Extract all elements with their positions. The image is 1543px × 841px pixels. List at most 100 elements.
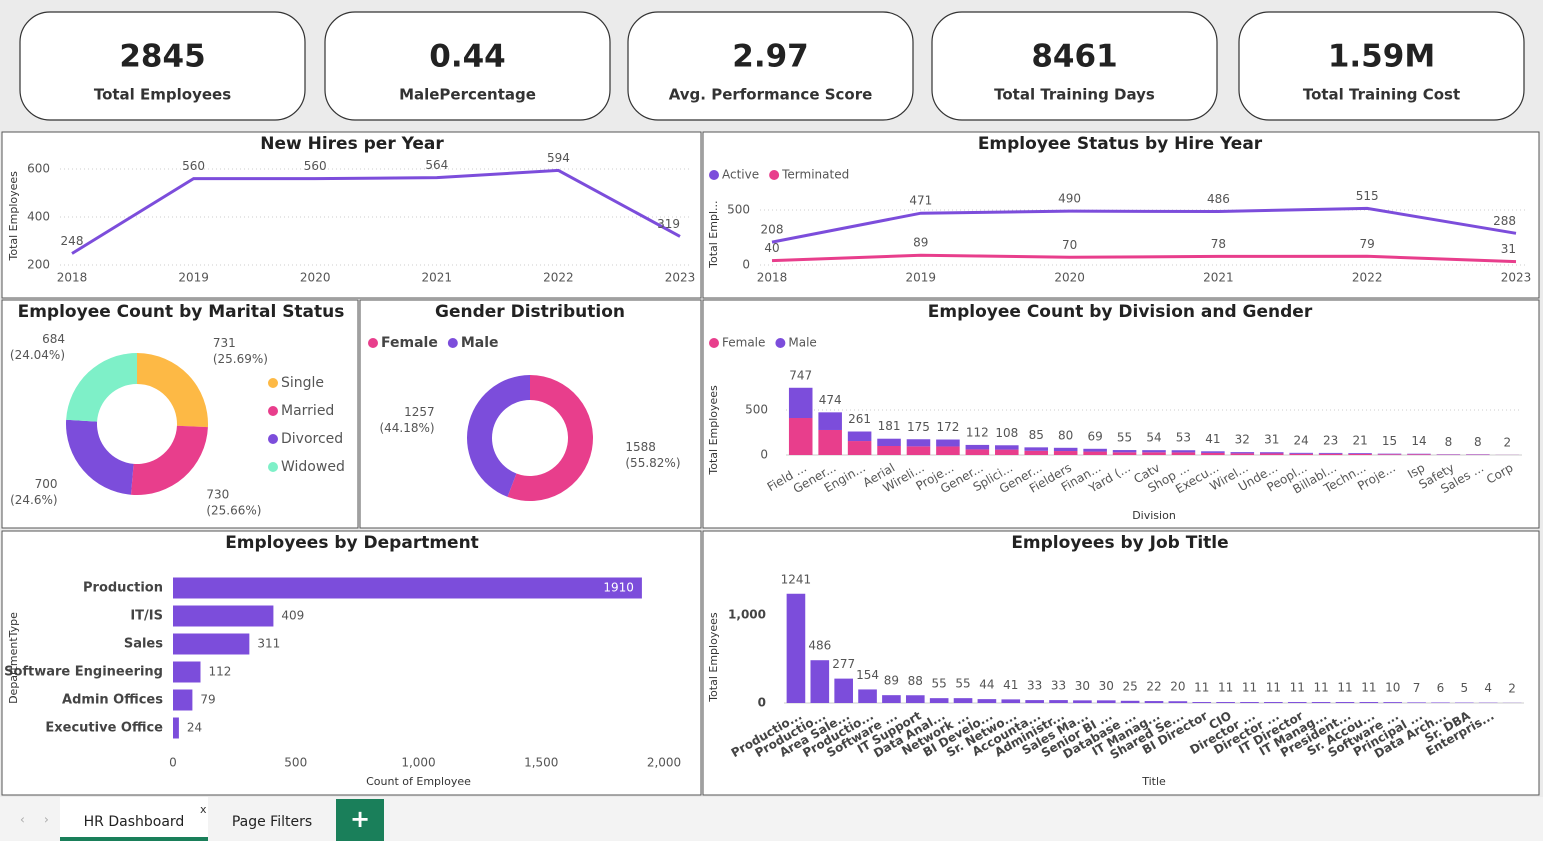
total-label: 23 <box>1323 433 1338 447</box>
bar-segment <box>847 441 872 455</box>
tab-label[interactable]: Page Filters <box>232 814 312 830</box>
legend-swatch <box>447 338 458 348</box>
total-label: 69 <box>1087 429 1102 443</box>
tab-prev[interactable]: ‹ <box>20 813 25 827</box>
data-label: 41 <box>1003 678 1018 692</box>
bar-segment <box>1318 453 1343 455</box>
pie-slice <box>467 375 530 497</box>
bar <box>953 698 973 703</box>
add-page-button[interactable] <box>336 799 384 841</box>
y-axis-title: Total Empl... <box>707 201 720 269</box>
tab-label[interactable]: HR Dashboard <box>84 814 185 830</box>
bar <box>1311 702 1331 703</box>
data-label: 79 <box>1360 237 1375 251</box>
bar <box>1216 702 1235 703</box>
bar-segment <box>1377 454 1402 455</box>
x-tick-label: 2021 <box>1203 271 1234 285</box>
tab-active[interactable] <box>60 797 208 841</box>
bar-segment <box>1171 450 1196 453</box>
add-page-icon: + <box>350 805 370 833</box>
data-label: 2 <box>1508 681 1516 695</box>
data-label: 44 <box>979 678 994 692</box>
chart-panel <box>702 530 1540 796</box>
x-tick-label: 2019 <box>178 271 209 285</box>
data-label: 560 <box>182 159 205 173</box>
kpi-label: Avg. Performance Score <box>669 86 873 104</box>
kpi-card <box>627 11 914 121</box>
y-tick-label: Software Engineering <box>4 665 163 680</box>
kpi-card <box>931 11 1218 121</box>
chart-title: Employee Count by Marital Status <box>18 302 345 322</box>
bar-segment <box>1259 453 1284 455</box>
data-label: 311 <box>257 637 280 651</box>
line-series <box>771 206 1517 244</box>
bar-segment <box>995 445 1019 450</box>
kpi-label: Total Employees <box>94 86 231 104</box>
x-tick-label: 2022 <box>543 271 574 285</box>
y-tick-label: 1,000 <box>728 607 766 621</box>
data-label: 79 <box>200 693 215 707</box>
legend-label: Male <box>461 335 499 351</box>
percent-label: (24.6%) <box>10 493 57 507</box>
bar-segment <box>818 412 842 430</box>
data-label: 11 <box>1290 681 1305 695</box>
total-label: 8 <box>1445 435 1453 449</box>
bar <box>173 633 250 655</box>
bar <box>1025 700 1044 703</box>
data-label: 471 <box>909 194 932 208</box>
pie-slice <box>130 425 208 495</box>
bar <box>173 661 201 683</box>
bar-segment <box>1024 447 1049 451</box>
x-tick-label: 1,000 <box>401 756 435 770</box>
data-label: 89 <box>884 674 899 688</box>
bar <box>1120 700 1140 703</box>
bar-segment <box>1024 450 1049 455</box>
bar-segment <box>1142 450 1166 453</box>
data-label: 288 <box>1493 214 1516 228</box>
data-label: 31 <box>1501 242 1516 256</box>
kpi-label: Total Training Days <box>994 86 1155 104</box>
bar <box>1192 702 1212 703</box>
x-axis-title: Title <box>1141 775 1166 788</box>
data-label: 11 <box>1242 681 1257 695</box>
data-label: 486 <box>808 639 831 653</box>
total-label: 261 <box>848 412 871 426</box>
chart-title: Gender Distribution <box>435 302 625 322</box>
bar <box>1073 700 1092 703</box>
total-label: 80 <box>1058 428 1073 442</box>
y-tick-label: 500 <box>727 203 750 217</box>
percent-label: (24.04%) <box>10 348 65 362</box>
x-tick-label: 2021 <box>422 271 453 285</box>
data-label: 594 <box>547 151 570 165</box>
kpi-card <box>1238 11 1525 121</box>
data-label: 70 <box>1062 238 1077 252</box>
bar-segment <box>818 429 842 455</box>
bar <box>173 717 179 739</box>
bar <box>1264 702 1283 703</box>
legend-swatch <box>775 338 786 348</box>
x-tick-label: 2023 <box>665 271 696 285</box>
bar <box>1096 700 1116 703</box>
tab-close[interactable]: x <box>200 803 207 816</box>
legend-label: Single <box>281 375 324 391</box>
data-label: 11 <box>1218 681 1233 695</box>
kpi-label: MalePercentage <box>399 86 536 104</box>
x-tick-label: 2023 <box>1501 271 1532 285</box>
data-label: 277 <box>832 657 855 671</box>
kpi-value: 2.97 <box>732 39 809 75</box>
total-label: 175 <box>907 420 930 434</box>
data-label: 24 <box>187 721 202 735</box>
data-label: 55 <box>955 677 970 691</box>
bar-segment <box>1201 451 1225 453</box>
bar <box>1168 701 1188 703</box>
tab-next[interactable]: › <box>44 813 49 827</box>
bar <box>1287 702 1307 703</box>
x-tick-label: 2018 <box>57 271 88 285</box>
chart-panel <box>1 131 702 299</box>
bar <box>834 678 853 703</box>
legend-label: Female <box>381 335 438 351</box>
bar <box>173 689 193 711</box>
bar-segment <box>788 387 813 419</box>
data-label: 515 <box>1356 189 1379 203</box>
total-label: 474 <box>819 393 842 407</box>
